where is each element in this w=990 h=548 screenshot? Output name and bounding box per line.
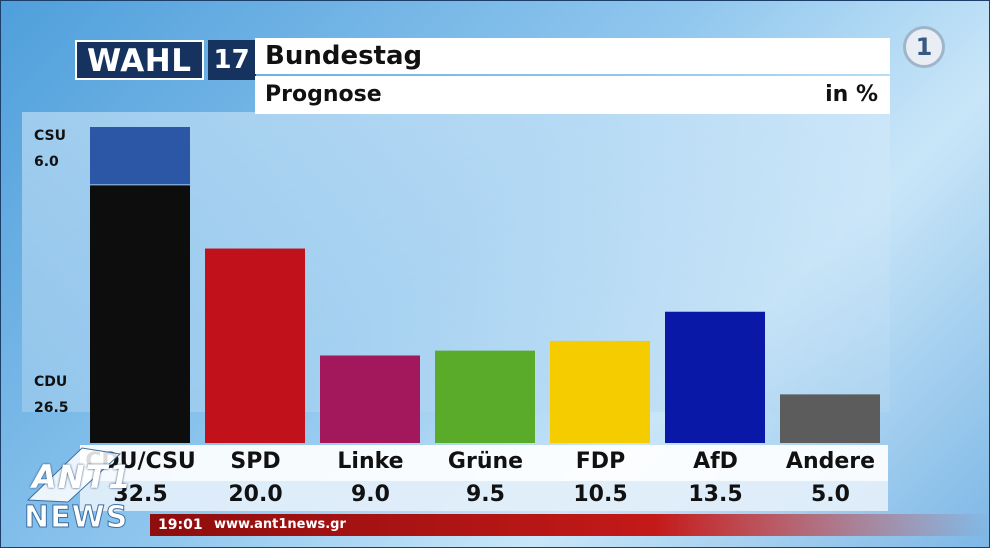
category-label: Andere	[785, 449, 876, 474]
bar-segment-cdu	[90, 185, 190, 444]
value-label: 32.5	[113, 482, 168, 507]
category-label: AfD	[693, 449, 738, 474]
bar-afd	[665, 311, 765, 443]
cdu-segment-name: CDU	[34, 374, 68, 390]
wahl-logo-number: 17	[207, 40, 256, 80]
bar-fdp	[550, 340, 650, 443]
csu-segment-value: 6.0	[34, 154, 59, 170]
category-label: FDP	[575, 449, 626, 474]
subtitle-text: Prognose	[265, 82, 382, 107]
news-brand-text: NEWS	[23, 500, 129, 536]
das-erste-logo-icon: 1	[903, 26, 945, 68]
news-ticker: 19:01 www.ant1news.gr	[150, 514, 990, 536]
bar-spd	[205, 248, 305, 443]
chart-title: Bundestag	[255, 38, 890, 74]
wahl-logo-text: WAHL	[75, 40, 204, 80]
value-label: 13.5	[688, 482, 743, 507]
cdu-segment-value: 26.5	[34, 400, 69, 416]
bar-gr-ne	[435, 350, 535, 443]
value-label: 9.0	[351, 482, 390, 507]
value-label: 20.0	[228, 482, 283, 507]
category-label-row	[80, 445, 888, 481]
unit-label: in %	[825, 82, 878, 107]
bar-linke	[320, 355, 420, 443]
ticker-time: 19:01	[158, 517, 203, 533]
value-label: 9.5	[466, 482, 505, 507]
chart-subtitle: Prognose in %	[255, 76, 890, 114]
bar-andere	[780, 394, 880, 443]
value-label-row	[80, 481, 888, 511]
ticker-url: www.ant1news.gr	[214, 517, 346, 532]
wahl-logo: WAHL 17	[75, 40, 256, 80]
bar-segment-csu	[90, 127, 190, 185]
csu-segment-name: CSU	[34, 128, 66, 144]
category-label: Linke	[337, 449, 404, 474]
value-label: 10.5	[573, 482, 628, 507]
category-label: Grüne	[447, 449, 524, 474]
value-label: 5.0	[811, 482, 850, 507]
ant1-brand-text: ANT1	[32, 458, 132, 496]
ant1-logo-icon	[26, 447, 122, 503]
category-label: SPD	[230, 449, 281, 474]
